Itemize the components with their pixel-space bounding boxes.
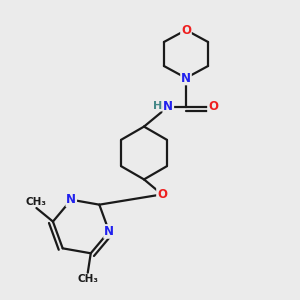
Text: N: N <box>66 193 76 206</box>
Text: N: N <box>181 71 191 85</box>
Text: O: O <box>208 100 218 113</box>
Text: O: O <box>181 23 191 37</box>
Text: O: O <box>157 188 167 201</box>
Text: N: N <box>104 225 114 238</box>
Text: H: H <box>153 100 162 111</box>
Text: N: N <box>163 100 173 113</box>
Text: CH₃: CH₃ <box>77 274 98 284</box>
Text: CH₃: CH₃ <box>26 196 47 207</box>
